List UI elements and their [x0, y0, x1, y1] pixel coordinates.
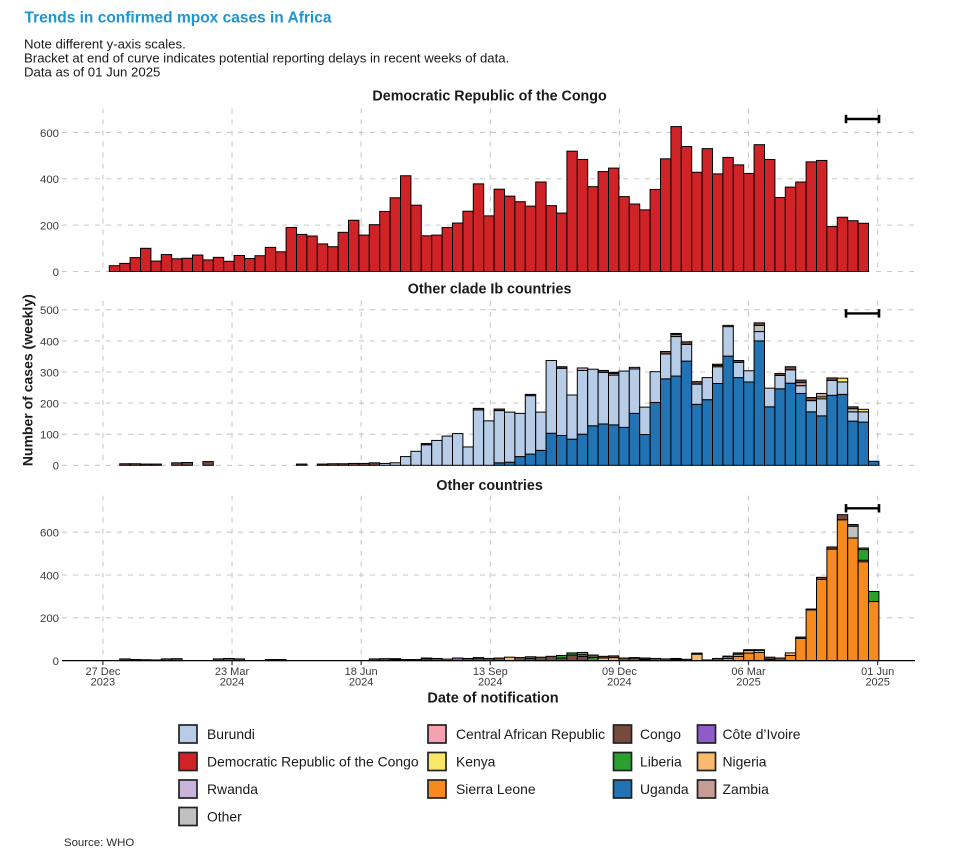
- svg-text:2024: 2024: [349, 677, 373, 689]
- svg-text:18 Jun: 18 Jun: [345, 666, 378, 678]
- svg-text:Data as of 01 Jun 2025: Data as of 01 Jun 2025: [24, 65, 160, 80]
- svg-text:0: 0: [53, 461, 59, 473]
- svg-text:2024: 2024: [607, 677, 631, 689]
- svg-text:Other: Other: [207, 808, 242, 824]
- svg-text:Kenya: Kenya: [456, 753, 496, 769]
- svg-text:Nigeria: Nigeria: [723, 753, 767, 769]
- svg-text:300: 300: [40, 367, 59, 379]
- svg-text:Trends in confirmed mpox cases: Trends in confirmed mpox cases in Africa: [25, 9, 332, 26]
- svg-text:Liberia: Liberia: [640, 753, 682, 769]
- svg-text:500: 500: [40, 305, 59, 317]
- svg-text:400: 400: [40, 336, 59, 348]
- svg-text:Other countries: Other countries: [436, 478, 543, 494]
- svg-text:Other clade Ib countries: Other clade Ib countries: [408, 281, 572, 297]
- svg-text:Note different y-axis scales.: Note different y-axis scales.: [24, 37, 186, 52]
- svg-text:100: 100: [40, 430, 59, 442]
- svg-text:Democratic Republic of the Con: Democratic Republic of the Congo: [207, 753, 419, 769]
- svg-text:Democratic Republic of the Con: Democratic Republic of the Congo: [372, 88, 607, 104]
- svg-text:Côte d’Ivoire: Côte d’Ivoire: [723, 726, 801, 742]
- svg-text:Zambia: Zambia: [723, 781, 770, 797]
- svg-text:2023: 2023: [91, 677, 115, 689]
- svg-text:Central African Republic: Central African Republic: [456, 726, 605, 742]
- svg-text:Source: WHO: Source: WHO: [64, 837, 134, 849]
- svg-text:27 Dec: 27 Dec: [85, 666, 120, 678]
- svg-text:Burundi: Burundi: [207, 726, 255, 742]
- svg-text:13 Sep: 13 Sep: [473, 666, 508, 678]
- svg-text:2024: 2024: [478, 677, 502, 689]
- svg-text:200: 200: [40, 221, 59, 233]
- svg-text:06 Mar: 06 Mar: [731, 666, 766, 678]
- svg-text:Sierra Leone: Sierra Leone: [456, 781, 536, 797]
- svg-text:400: 400: [40, 570, 59, 582]
- svg-text:Uganda: Uganda: [640, 781, 689, 797]
- svg-text:200: 200: [40, 613, 59, 625]
- svg-text:09 Dec: 09 Dec: [602, 666, 637, 678]
- svg-text:Bracket at end of curve indica: Bracket at end of curve indicates potent…: [24, 51, 509, 66]
- svg-text:Number of cases (weekly): Number of cases (weekly): [19, 294, 35, 466]
- svg-text:200: 200: [40, 399, 59, 411]
- svg-text:400: 400: [40, 174, 59, 186]
- svg-text:2025: 2025: [865, 677, 889, 689]
- svg-text:23 Mar: 23 Mar: [215, 666, 250, 678]
- svg-text:Congo: Congo: [640, 726, 681, 742]
- svg-text:2024: 2024: [220, 677, 244, 689]
- svg-text:01 Jun: 01 Jun: [861, 666, 894, 678]
- svg-text:Date of notification: Date of notification: [427, 690, 558, 706]
- svg-text:0: 0: [53, 656, 59, 668]
- svg-text:600: 600: [40, 528, 59, 540]
- svg-text:0: 0: [53, 267, 59, 279]
- svg-text:Rwanda: Rwanda: [207, 781, 258, 797]
- svg-text:2025: 2025: [736, 677, 760, 689]
- svg-text:600: 600: [40, 128, 59, 140]
